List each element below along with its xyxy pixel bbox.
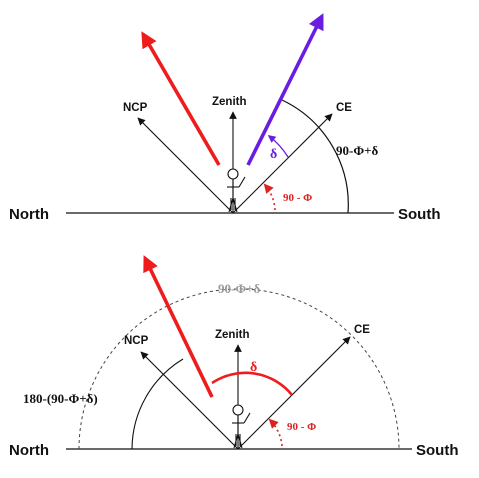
bottom-red-star-arrow [143, 255, 214, 398]
bottom-ce-arrow [237, 336, 351, 450]
bottom-ncp-arrow [140, 351, 239, 450]
bottom-supplement-arc [131, 358, 184, 450]
top-ncp-arrow [137, 117, 234, 214]
top-north-label: North [9, 206, 49, 223]
top-red-star-arrow [141, 31, 221, 166]
bottom-ncp-label: NCP [124, 335, 149, 347]
bottom-north-label: North [9, 442, 49, 459]
top-panel: North South δ 90 - Φ NCP Zenith CE 90-Φ+… [9, 13, 441, 223]
top-purple-star-arrow [246, 13, 324, 166]
top-delta-label: δ [270, 147, 277, 162]
bottom-delta-arc [211, 371, 294, 396]
top-ncp-label: NCP [123, 102, 148, 114]
bottom-latitude-arc [268, 418, 283, 447]
top-observer-figure [227, 168, 246, 213]
top-south-label: South [398, 206, 441, 223]
bottom-observer-figure [232, 404, 251, 449]
bottom-south-label: South [416, 442, 459, 459]
bottom-panel: North South 90-Φ+δ 180-(90-Φ+δ) δ 90 - Φ… [9, 255, 459, 459]
bottom-dashed-arc-label: 90-Φ+δ [218, 281, 261, 296]
top-declination-arc [281, 99, 349, 214]
bottom-dashed-arc [78, 288, 400, 450]
top-delta-arc [267, 135, 289, 158]
top-latitude-arc [263, 183, 276, 211]
bottom-ce-label: CE [354, 324, 370, 336]
bottom-delta-label: δ [250, 360, 257, 375]
top-declination-arc-label: 90-Φ+δ [336, 143, 379, 158]
top-zenith-label: Zenith [212, 96, 247, 108]
bottom-zenith-label: Zenith [215, 329, 250, 341]
bottom-latitude-label: 90 - Φ [287, 421, 316, 433]
top-ce-label: CE [336, 102, 352, 114]
top-ce-arrow [232, 113, 333, 214]
top-latitude-label: 90 - Φ [283, 192, 312, 204]
bottom-supplement-arc-label: 180-(90-Φ+δ) [23, 391, 98, 406]
